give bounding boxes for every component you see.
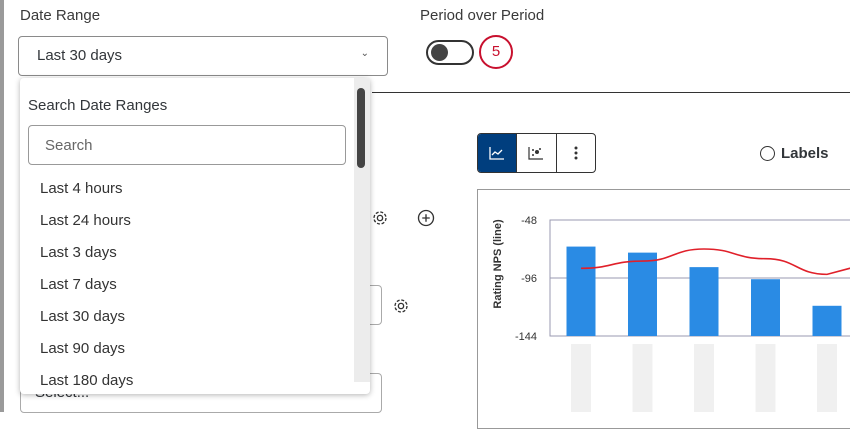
option-item[interactable]: Last 90 days	[40, 340, 126, 357]
y-tick-label: -144	[515, 331, 537, 343]
line-chart-icon	[489, 147, 505, 160]
toggle-knob	[431, 44, 448, 61]
date-range-dropdown: Search Date Ranges Search Last 4 hours L…	[20, 78, 370, 394]
radio-icon	[760, 146, 775, 161]
labels-text: Labels	[781, 145, 829, 162]
bar	[689, 267, 719, 336]
divider	[372, 92, 850, 93]
chart: Rating NPS (line) -48 -96 -144	[492, 215, 850, 412]
option-item[interactable]: Last 7 days	[40, 276, 117, 293]
y-tick-label: -48	[521, 215, 537, 227]
step-badge: 5	[479, 35, 513, 69]
option-item[interactable]: Last 4 hours	[40, 180, 123, 197]
bar	[566, 246, 596, 336]
option-item[interactable]: Last 30 days	[40, 308, 126, 325]
more-vertical-icon	[574, 146, 578, 160]
x-tick-label-blurred	[755, 344, 776, 412]
period-over-period-toggle[interactable]	[426, 40, 474, 65]
y-axis-label: Rating NPS (line)	[492, 219, 504, 309]
bar	[751, 279, 780, 336]
dropdown-title: Search Date Ranges	[28, 97, 168, 114]
period-over-period-label: Period over Period	[420, 7, 545, 24]
bar	[628, 252, 657, 336]
x-tick-label-blurred	[817, 344, 837, 412]
search-placeholder: Search	[45, 137, 93, 154]
left-edge	[0, 0, 4, 412]
bar	[812, 305, 842, 336]
date-range-label: Date Range	[20, 7, 101, 24]
option-item[interactable]: Last 24 hours	[40, 212, 131, 229]
option-item[interactable]: Last 180 days	[40, 372, 134, 389]
more-options-button[interactable]	[555, 134, 595, 172]
line-chart-button[interactable]	[478, 134, 517, 172]
scatter-chart-icon	[528, 147, 544, 160]
add-circle-icon[interactable]	[417, 209, 435, 227]
y-tick-label: -96	[521, 273, 537, 285]
line-series	[580, 248, 850, 276]
option-item[interactable]: Last 3 days	[40, 244, 117, 261]
x-tick-label-blurred	[632, 344, 653, 412]
date-range-select[interactable]: Last 30 days ⌄	[18, 36, 388, 76]
date-range-value: Last 30 days	[37, 47, 123, 64]
search-input[interactable]: Search	[28, 125, 346, 165]
scatter-chart-button[interactable]	[516, 134, 555, 172]
x-tick-label-blurred	[694, 344, 714, 412]
scrollbar-thumb[interactable]	[357, 88, 365, 168]
chevron-down-icon: ⌄	[360, 48, 369, 59]
gear-icon[interactable]	[392, 297, 410, 315]
labels-toggle[interactable]: Labels	[760, 145, 829, 162]
x-tick-label-blurred	[571, 344, 591, 412]
gear-icon[interactable]	[371, 209, 389, 227]
chart-type-toolbar	[477, 133, 596, 173]
